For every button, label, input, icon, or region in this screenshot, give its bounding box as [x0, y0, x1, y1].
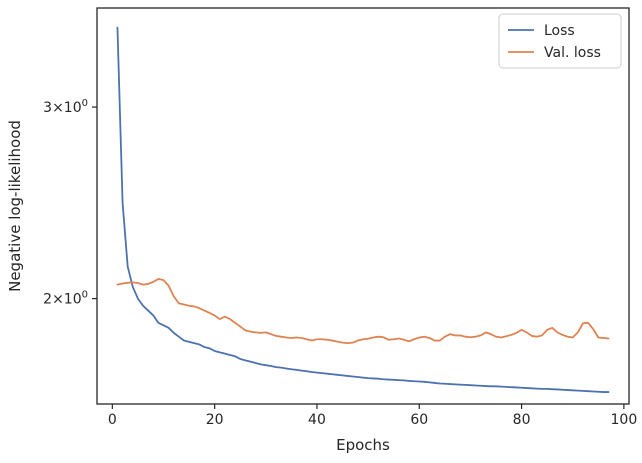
axes-frame [96, 7, 630, 405]
x-tick-label: 40 [308, 412, 326, 428]
legend-entry-label: Val. loss [544, 45, 601, 61]
y-axis-label: Negative log-likelihood [6, 120, 24, 292]
y-tick-label: 3×100 [43, 98, 88, 116]
x-tick-label: 60 [410, 412, 428, 428]
x-axis-label: Epochs [336, 436, 390, 454]
x-tick-label: 80 [513, 412, 531, 428]
x-tick-label: 20 [206, 412, 224, 428]
x-axis-ticks: 0 20 40 60 80 100 [108, 404, 637, 428]
legend-entry-label: Loss [544, 23, 575, 39]
y-axis-ticks: 3×100 2×100 [43, 98, 97, 308]
series-line-loss [116, 26, 610, 393]
x-tick-label: 100 [611, 412, 638, 428]
legend-box [498, 13, 622, 69]
series-line-val-loss [116, 278, 610, 345]
y-tick-label: 2×100 [43, 290, 88, 308]
plot-area [116, 26, 610, 393]
x-tick-label: 0 [108, 412, 117, 428]
legend: Loss Val. loss [498, 13, 622, 69]
